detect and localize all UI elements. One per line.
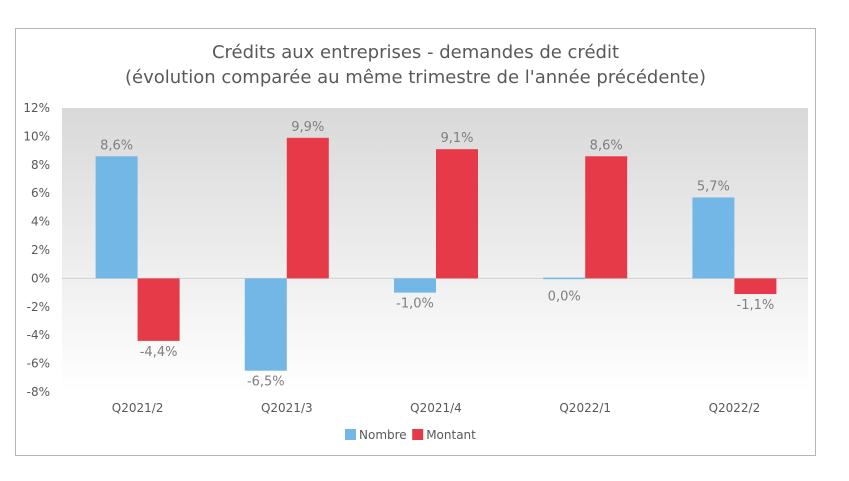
x-tick-label: Q2022/2 (709, 401, 761, 415)
y-tick-label: 10% (23, 129, 50, 143)
data-label: 5,7% (697, 179, 730, 194)
plot-area (62, 108, 808, 392)
data-label: -6,5% (247, 375, 285, 390)
bar-montant-Q2021/2 (137, 278, 180, 341)
chart-subtitle: (évolution comparée au même trimestre de… (125, 67, 706, 88)
y-tick-label: 8% (31, 158, 50, 172)
y-tick-label: 2% (31, 243, 50, 257)
x-tick-label: Q2021/3 (261, 401, 313, 415)
y-tick-label: 6% (31, 186, 50, 200)
y-tick-label: -4% (27, 328, 50, 342)
bar-montant-Q2021/4 (436, 149, 478, 279)
x-tick-label: Q2021/2 (112, 401, 164, 415)
x-tick-label: Q2021/4 (410, 401, 462, 415)
data-label: 0,0% (548, 289, 581, 304)
x-tick-label: Q2022/1 (559, 401, 611, 415)
data-label: 9,9% (291, 120, 324, 135)
data-label: -4,4% (140, 345, 178, 360)
y-tick-label: -2% (27, 300, 50, 314)
data-label: 9,1% (440, 131, 473, 146)
data-label: 8,6% (100, 138, 133, 153)
y-tick-label: 0% (31, 271, 50, 285)
y-tick-label: -6% (27, 357, 50, 371)
data-label: -1,0% (396, 297, 434, 312)
legend-label-montant: Montant (426, 428, 476, 442)
bar-montant-Q2022/1 (585, 156, 628, 279)
y-tick-label: -8% (27, 385, 50, 399)
bar-nombre-Q2021/2 (95, 156, 138, 279)
bar-nombre-Q2021/3 (244, 278, 287, 371)
bar-nombre-Q2021/4 (394, 278, 436, 293)
bar-montant-Q2021/3 (286, 137, 329, 279)
y-tick-label: 12% (23, 101, 50, 115)
data-label: -1,1% (737, 298, 775, 313)
data-label: 8,6% (590, 138, 623, 153)
bar-montant-Q2022/2 (734, 278, 777, 295)
legend-label-nombre: Nombre (359, 428, 407, 442)
chart-title: Crédits aux entreprises - demandes de cr… (211, 42, 619, 63)
bar-nombre-Q2022/1 (543, 277, 586, 280)
bar-nombre-Q2022/2 (692, 197, 735, 279)
legend-swatch-montant (412, 429, 424, 440)
legend-swatch-nombre (345, 429, 356, 440)
y-tick-label: 4% (31, 215, 50, 229)
